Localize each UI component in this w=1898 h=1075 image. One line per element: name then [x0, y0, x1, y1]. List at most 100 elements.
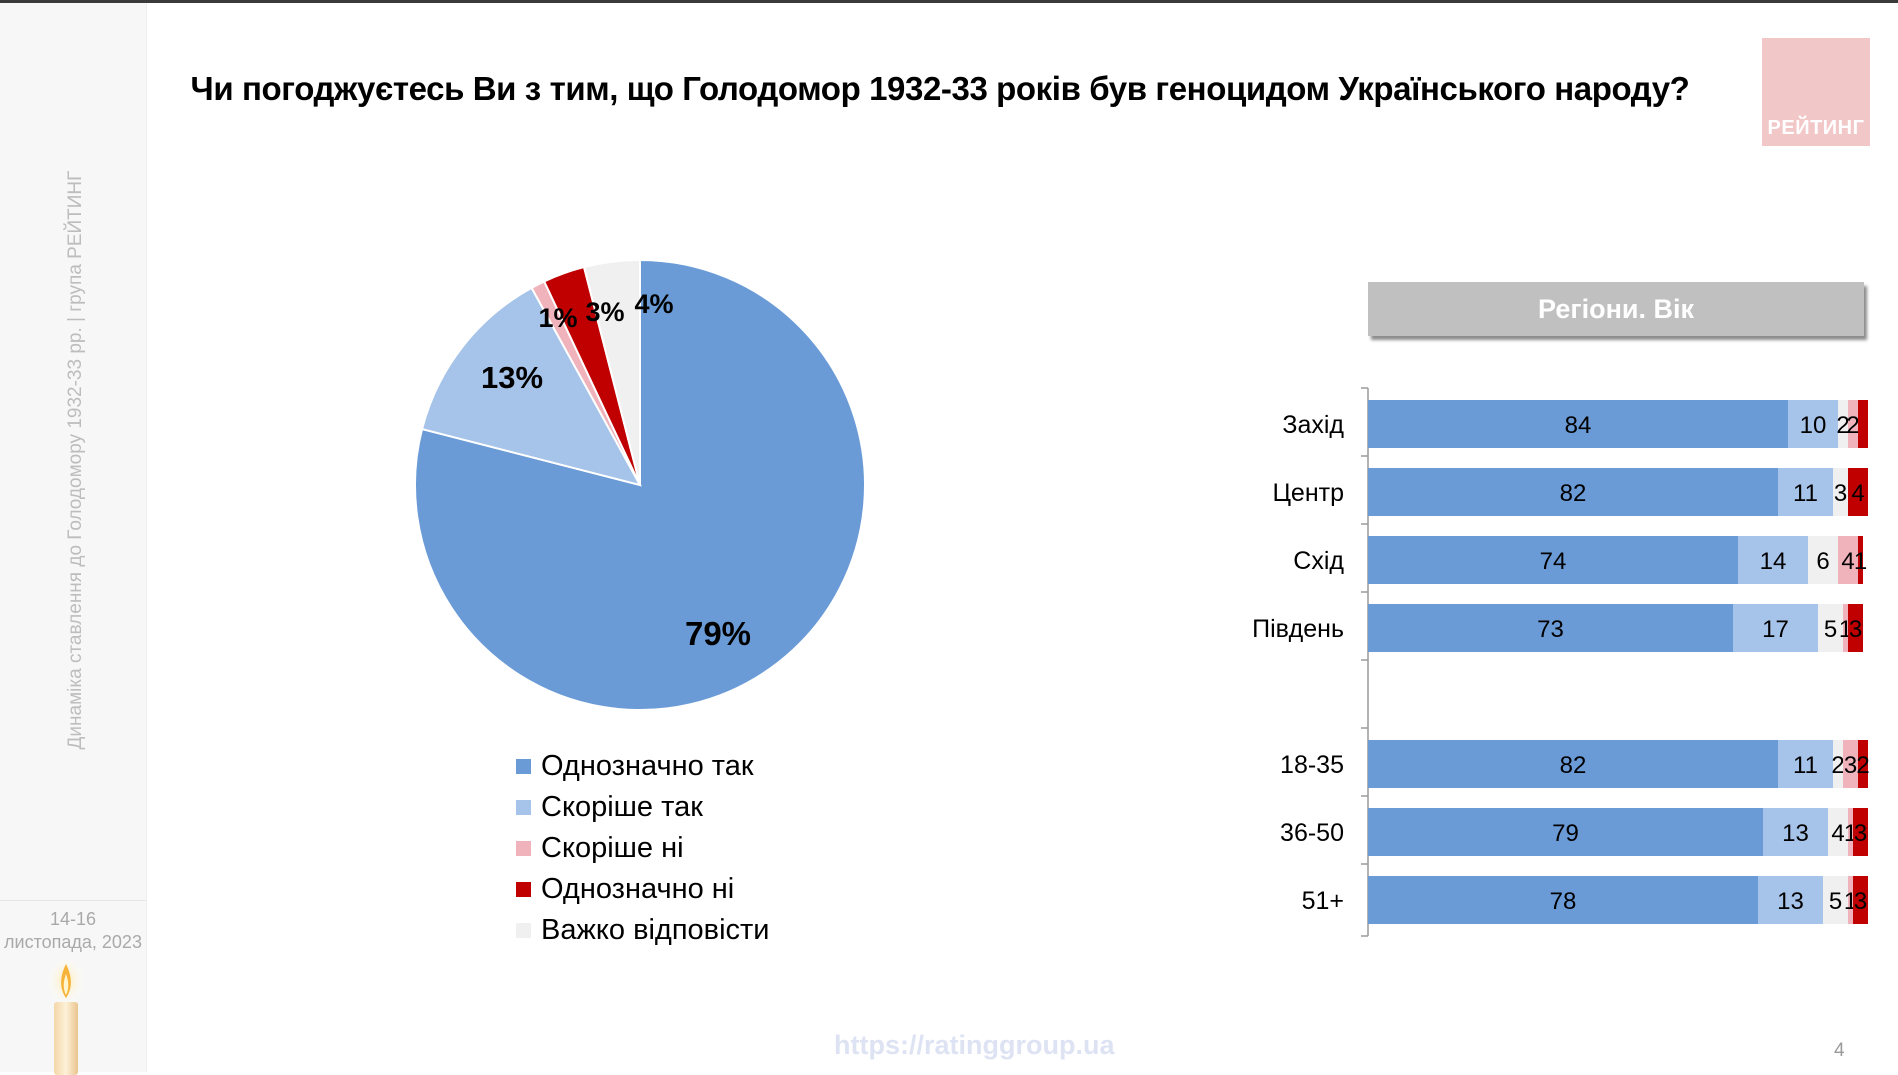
bar-segment-definitely-no	[1848, 468, 1868, 516]
bar-value-label: 13	[1782, 820, 1809, 847]
bar-segment-definitely-yes	[1368, 536, 1738, 584]
bar-segment-rather-yes	[1763, 808, 1828, 856]
bar-segment-rather-no	[1838, 536, 1858, 584]
bar-segment-hard-to-say	[1818, 604, 1843, 652]
bar-value-label: 78	[1550, 888, 1577, 915]
bar-value-label: 74	[1540, 548, 1567, 575]
bar-value-label: 3	[1849, 616, 1862, 643]
pie-label-definitely-yes: 79%	[685, 615, 751, 652]
bar-segment-definitely-yes	[1368, 808, 1763, 856]
bar-segment-definitely-yes	[1368, 400, 1788, 448]
bar-value-label: 82	[1560, 752, 1587, 779]
bar-value-label: 2	[1846, 412, 1859, 439]
legend-item-rather-no: Скоріше ні	[516, 828, 770, 869]
bar-value-label: 4	[1841, 548, 1854, 575]
bar-segment-definitely-no	[1853, 876, 1868, 924]
bar-value-label: 73	[1537, 616, 1564, 643]
bar-segment-definitely-no	[1858, 536, 1863, 584]
bar-value-label: 2	[1831, 752, 1844, 779]
pie-label-rather-yes: 13%	[481, 360, 543, 395]
sidebar: Динаміка ставлення до Голодомору 1932-33…	[0, 3, 147, 1075]
legend-swatch	[516, 923, 531, 938]
bar-value-label: 2	[1836, 412, 1849, 439]
sidebar-vertical-caption: Динаміка ставлення до Голодомору 1932-33…	[65, 170, 86, 750]
website-url: https://ratinggroup.ua	[834, 1030, 1115, 1060]
legend-label: Однозначно так	[541, 750, 754, 782]
bar-segment-hard-to-say	[1833, 740, 1843, 788]
sidebar-divider	[0, 900, 146, 901]
bar-segment-rather-no	[1848, 808, 1853, 856]
bar-segment-rather-no	[1848, 400, 1858, 448]
legend-swatch	[516, 841, 531, 856]
bar-value-label: 11	[1793, 480, 1818, 507]
bar-value-label: 13	[1777, 888, 1804, 915]
bar-value-label: 1	[1854, 548, 1867, 575]
category-label: 51+	[1302, 887, 1344, 915]
top-border-line	[0, 0, 1898, 3]
pie-label-definitely-no: 3%	[585, 297, 624, 327]
category-label: Схід	[1293, 547, 1344, 575]
pie-slice-hard-to-say	[582, 258, 641, 486]
legend-item-definitely-no: Однозначно ні	[516, 869, 770, 910]
bar-segment-definitely-no	[1858, 400, 1868, 448]
category-label: Захід	[1282, 411, 1344, 439]
pie-slice-rather-yes	[420, 286, 642, 487]
candle-icon	[46, 960, 86, 1075]
page-number: 4	[1834, 1040, 1845, 1061]
legend-swatch	[516, 882, 531, 897]
bar-value-label: 79	[1552, 820, 1579, 847]
bar-value-label: 4	[1851, 480, 1864, 507]
bar-value-label: 4	[1831, 820, 1844, 847]
legend-label: Скоріше ні	[541, 832, 684, 864]
bar-segment-definitely-yes	[1368, 604, 1733, 652]
bar-value-label: 11	[1793, 752, 1818, 779]
pie-label-hard-to-say: 4%	[634, 289, 673, 319]
bar-segment-definitely-no	[1853, 808, 1868, 856]
pie-label-rather-no: 1%	[538, 303, 577, 333]
legend-item-definitely-yes: Однозначно так	[516, 746, 770, 787]
category-label: Центр	[1272, 479, 1344, 507]
pie-chart: 79% 13% 1% 3% 4%	[414, 258, 866, 711]
bar-value-label: 3	[1854, 820, 1867, 847]
bar-segment-definitely-no	[1848, 604, 1863, 652]
bar-value-label: 6	[1816, 548, 1829, 575]
bar-segment-hard-to-say	[1833, 468, 1848, 516]
bar-segment-definitely-yes	[1368, 468, 1778, 516]
bar-value-label: 14	[1760, 548, 1787, 575]
bar-value-label: 10	[1800, 412, 1827, 439]
pie-legend: Однозначно так Скоріше так Скоріше ні Одноз…	[516, 746, 770, 951]
page-title: Чи погоджуєтесь Ви з тим, що Голодомор 1…	[190, 70, 1690, 107]
rating-logo: РЕЙТИНГ	[1762, 38, 1870, 146]
bar-value-label: 3	[1834, 480, 1847, 507]
bar-value-label: 84	[1565, 412, 1592, 439]
survey-date-days: 14-16	[49, 909, 97, 929]
bar-segment-hard-to-say	[1828, 808, 1848, 856]
bar-segment-rather-no	[1848, 876, 1853, 924]
bar-segment-rather-yes	[1733, 604, 1818, 652]
legend-swatch	[516, 759, 531, 774]
category-label: 18-35	[1280, 751, 1344, 779]
bar-segment-rather-no	[1843, 740, 1858, 788]
legend-label: Однозначно ні	[541, 873, 735, 905]
bar-value-label: 3	[1854, 888, 1867, 915]
bar-segment-rather-yes	[1778, 468, 1833, 516]
survey-date-month: листопада, 2023	[4, 932, 142, 952]
panel-header-regions-age: Регіони. Вік	[1368, 282, 1864, 336]
bar-segment-definitely-no	[1858, 740, 1868, 788]
bar-value-label: 5	[1829, 888, 1842, 915]
legend-swatch	[516, 800, 531, 815]
bar-segment-definitely-yes	[1368, 740, 1778, 788]
bar-segment-definitely-yes	[1368, 876, 1758, 924]
bar-segment-hard-to-say	[1808, 536, 1838, 584]
bar-segment-hard-to-say	[1838, 400, 1848, 448]
bar-segment-rather-no	[1843, 604, 1848, 652]
bar-segment-rather-yes	[1758, 876, 1823, 924]
legend-label: Важко відповісти	[541, 914, 770, 946]
bar-segment-rather-yes	[1738, 536, 1808, 584]
survey-date: 14-16 листопада, 2023	[0, 908, 146, 954]
category-label: 36-50	[1280, 819, 1344, 847]
logo-text: РЕЙТИНГ	[1767, 117, 1865, 139]
legend-item-rather-yes: Скоріше так	[516, 787, 770, 828]
bar-segment-hard-to-say	[1823, 876, 1848, 924]
